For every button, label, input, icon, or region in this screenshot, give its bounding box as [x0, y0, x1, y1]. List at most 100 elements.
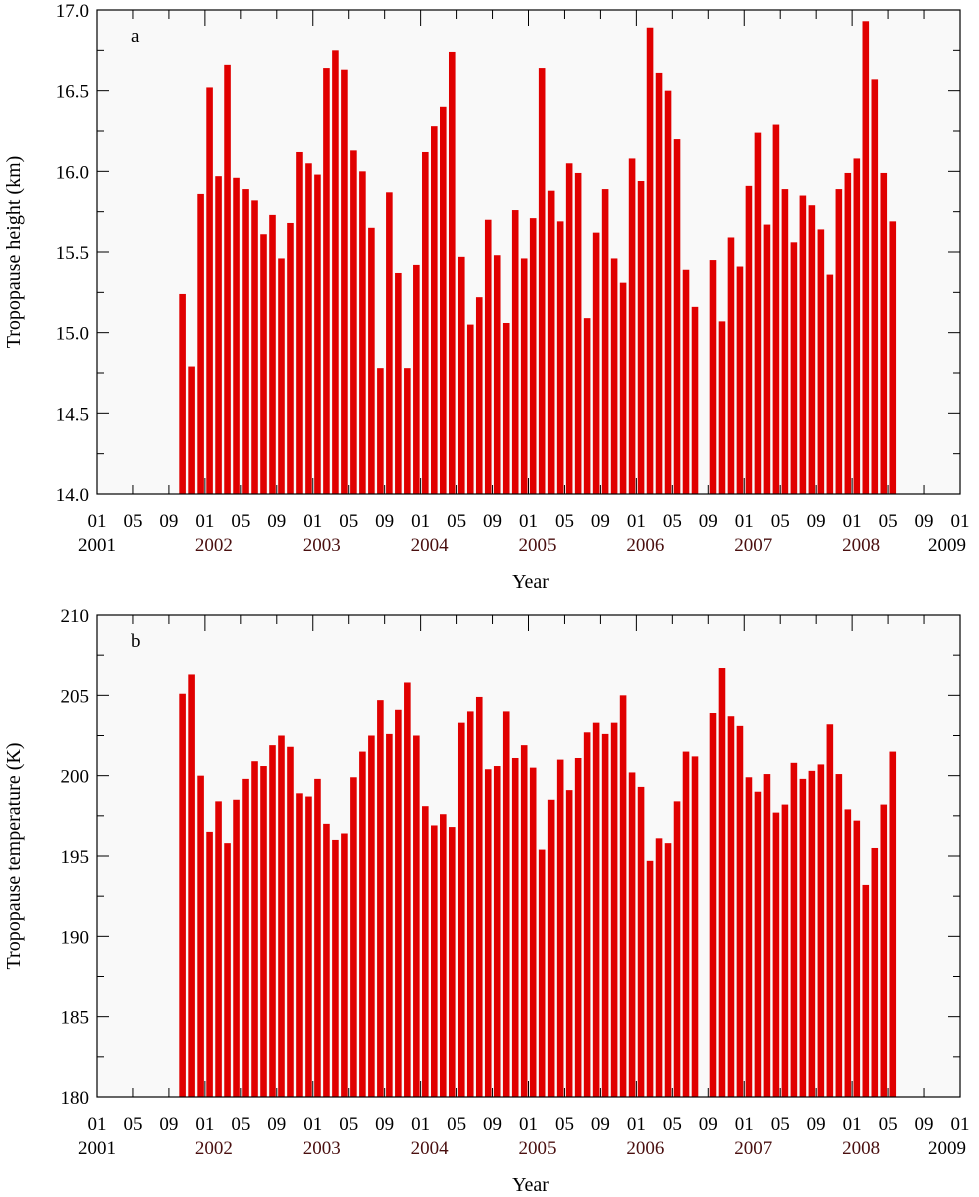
x-month-label: 01	[951, 1114, 970, 1135]
x-month-label: 05	[447, 511, 466, 532]
bar	[772, 124, 780, 495]
bar	[583, 318, 591, 494]
bar	[601, 189, 609, 494]
x-month-label: 09	[591, 511, 610, 532]
x-month-label: 09	[807, 1114, 826, 1135]
x-month-label: 09	[807, 511, 826, 532]
bar	[404, 368, 411, 494]
y-tick-label: 195	[61, 847, 90, 868]
bar	[296, 793, 303, 1097]
bar	[565, 163, 573, 494]
x-month-label: 01	[88, 1114, 107, 1135]
x-month-label: 09	[915, 511, 934, 532]
bar	[529, 767, 537, 1097]
x-year-label: 2008	[842, 535, 880, 556]
x-month-label: 01	[951, 511, 970, 532]
bar	[188, 366, 195, 494]
ticks-a: 14.0 14.5 15.0 15.5 16.0 16.5 17.0 01 05 09 01 05 09…	[56, 1, 970, 556]
bar	[673, 139, 681, 494]
x-year-label: 2001	[78, 1138, 116, 1159]
bar	[287, 222, 294, 494]
y-tick-label: 16.0	[56, 162, 89, 183]
bars-a	[179, 21, 897, 495]
bar	[484, 769, 492, 1097]
x-year-label: 2007	[734, 535, 772, 556]
x-month-label: 05	[771, 511, 790, 532]
bar	[610, 722, 618, 1097]
bar	[826, 274, 834, 494]
bar	[215, 801, 222, 1097]
bar	[718, 321, 726, 494]
y-tick-label: 200	[61, 767, 90, 788]
bar	[799, 778, 807, 1097]
bar	[511, 210, 519, 495]
y-tick-label: 190	[61, 927, 90, 948]
x-month-label: 05	[339, 511, 358, 532]
y-tick-label: 205	[61, 686, 90, 707]
bar	[440, 814, 447, 1097]
bar	[233, 177, 240, 495]
bar	[179, 693, 186, 1097]
bar	[754, 132, 762, 495]
bar	[368, 227, 375, 495]
bar	[440, 106, 447, 495]
bar	[377, 700, 384, 1097]
bar	[386, 733, 393, 1097]
bar	[727, 716, 735, 1097]
bar	[880, 804, 888, 1097]
x-month-label: 01	[195, 1114, 214, 1135]
bar	[763, 224, 771, 494]
y-tick-label: 180	[61, 1088, 90, 1109]
x-year-label: 2004	[411, 1138, 450, 1159]
bar	[871, 847, 879, 1097]
x-year-label: 2009	[928, 1138, 966, 1159]
bar	[547, 190, 555, 494]
bar	[448, 51, 456, 494]
x-month-label: 01	[843, 511, 862, 532]
y-tick-label: 15.0	[56, 324, 89, 345]
bar	[395, 272, 402, 494]
bar	[457, 256, 465, 494]
bar	[646, 860, 654, 1097]
panel-label-b: b	[131, 631, 141, 652]
bar	[619, 695, 627, 1097]
bar	[745, 777, 753, 1097]
bar	[844, 172, 852, 494]
x-month-label: 05	[879, 1114, 898, 1135]
bar	[610, 258, 618, 494]
bar	[763, 774, 771, 1097]
bar	[260, 234, 267, 494]
x-month-label: 01	[735, 1114, 754, 1135]
x-year-label: 2002	[195, 535, 233, 556]
bar	[484, 219, 492, 495]
bar	[862, 21, 870, 494]
bar	[341, 69, 348, 494]
x-month-label: 05	[555, 511, 574, 532]
bar	[197, 193, 204, 495]
x-month-label: 05	[663, 1114, 682, 1135]
bar	[377, 368, 384, 494]
bar	[179, 293, 186, 494]
bar	[314, 778, 321, 1097]
y-axis-title-a: Tropopause height (km)	[3, 156, 25, 349]
bar	[251, 761, 258, 1097]
bar	[413, 264, 420, 494]
bar	[314, 174, 321, 494]
bar	[431, 825, 438, 1097]
x-month-label: 05	[555, 1114, 574, 1135]
x-year-label: 2007	[734, 1138, 772, 1159]
bar	[323, 823, 330, 1097]
bar	[592, 232, 600, 494]
bar	[619, 282, 627, 494]
bar	[422, 806, 429, 1097]
bar	[718, 668, 726, 1097]
bar	[574, 172, 582, 494]
bar	[197, 775, 204, 1097]
y-axis-title-b: Tropopause temperature (K)	[3, 743, 25, 970]
panel-label-a: a	[131, 26, 140, 47]
bar	[817, 229, 825, 494]
bar	[350, 777, 357, 1097]
bar	[359, 171, 366, 494]
bar	[709, 260, 717, 494]
bar	[673, 801, 681, 1097]
